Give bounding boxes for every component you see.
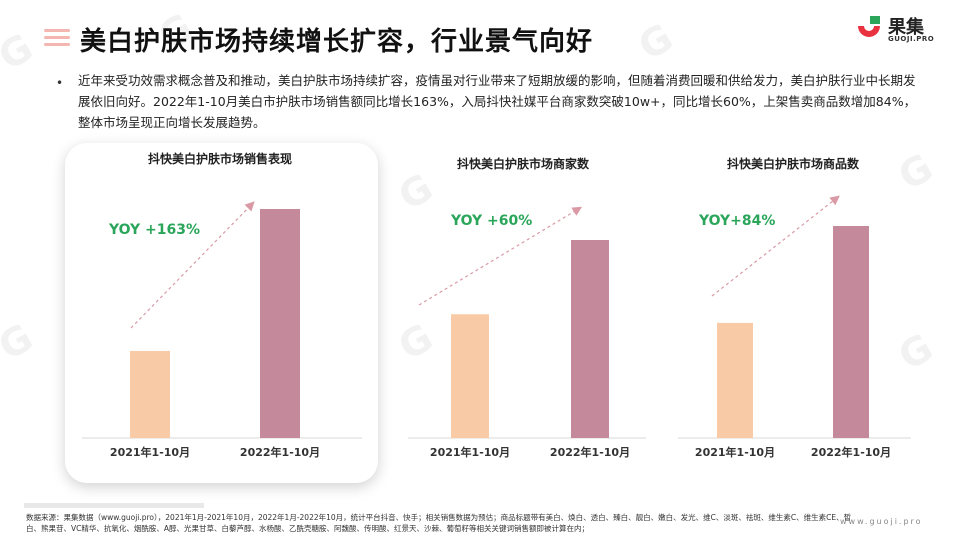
bar-2022 [833, 226, 869, 438]
logo-text: 果集 [888, 17, 924, 38]
yoy-label: YOY+84% [698, 213, 775, 229]
category-label: 2021年1-10月 [430, 445, 510, 459]
summary-paragraph: 近年来受功效需求概念普及和推动，美白护肤市场持续扩容，疫情虽对行业带来了短期放缓… [78, 73, 917, 130]
chart-title-merchants: 抖快美白护肤市场商家数 [456, 157, 589, 171]
trend-arrow [130, 201, 255, 329]
title-decoration [44, 29, 70, 50]
data-source-footnote: 数据来源：果集数据（www.guoji.pro），2021年1月-2021年10… [26, 513, 852, 533]
highlight-card [65, 143, 378, 483]
chart-title-products: 抖快美白护肤市场商品数 [726, 157, 859, 171]
bar-2021 [130, 350, 170, 438]
category-label: 2022年1-10月 [240, 445, 320, 459]
category-label: 2022年1-10月 [811, 445, 891, 459]
yoy-label: YOY +60% [450, 213, 532, 229]
bullet-marker: • [56, 76, 64, 90]
chart-title-sales: 抖快美白护肤市场销售表现 [147, 152, 292, 166]
yoy-label: YOY +163% [108, 222, 200, 238]
page-title: 美白护肤市场持续增长扩容，行业景气向好 [80, 27, 594, 57]
brand-logo: 果集 GUOJI.PRO [854, 12, 954, 48]
category-label: 2021年1-10月 [695, 445, 775, 459]
site-url: www.guoji.pro [840, 517, 923, 526]
logo-subtext: GUOJI.PRO [888, 35, 935, 43]
category-label: 2022年1-10月 [550, 445, 630, 459]
logo-icon [858, 16, 880, 37]
bar-2022 [571, 240, 609, 438]
bar-2022 [260, 209, 300, 438]
trend-arrow [711, 195, 840, 297]
bar-2021 [717, 322, 753, 438]
footer-divider [24, 503, 204, 508]
category-label: 2021年1-10月 [110, 445, 190, 459]
bar-2021 [451, 314, 489, 438]
trend-arrow [418, 206, 583, 306]
